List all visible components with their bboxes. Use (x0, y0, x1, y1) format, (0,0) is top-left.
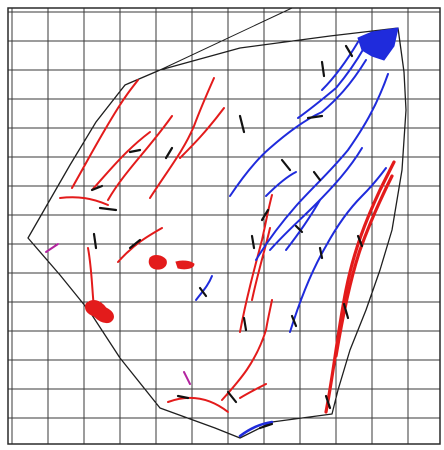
tick-mark (242, 316, 248, 332)
red-trace-thick (334, 174, 394, 358)
tick-mark (250, 234, 256, 250)
blue-traces (195, 27, 399, 438)
red-trace (87, 247, 95, 309)
red-trace-thick (324, 160, 396, 414)
tick-mark (312, 170, 322, 182)
tick-mark (294, 224, 304, 234)
blue-trace (229, 59, 367, 197)
tick-mark (128, 238, 142, 250)
tick-mark (356, 234, 364, 248)
blue-trace (255, 73, 389, 261)
tick-mark (320, 60, 326, 78)
magenta-trace (45, 243, 59, 253)
tick-mark (344, 44, 354, 58)
stray-line (159, 7, 293, 71)
map-frame (7, 7, 441, 445)
blue-trace (285, 199, 321, 251)
tick-mark (342, 302, 350, 320)
tick-mark (226, 390, 238, 404)
red-trace (91, 131, 151, 191)
red-trace (59, 196, 109, 206)
magenta-traces (45, 243, 191, 385)
red-trace (149, 77, 215, 199)
blue-trace (265, 171, 297, 197)
tick-mark (260, 208, 270, 222)
tick-mark (318, 246, 324, 260)
blue-trace (195, 275, 213, 301)
red-trace (239, 383, 267, 399)
red-blob (85, 300, 114, 323)
blue-trace (269, 147, 363, 251)
tick-mark (280, 158, 292, 172)
area-outline (27, 27, 407, 439)
red-trace (179, 107, 225, 159)
blue-trace (297, 47, 365, 119)
tick-mark (290, 314, 298, 328)
grid-lines (8, 8, 440, 444)
tick-mark (92, 232, 98, 250)
blue-trace (289, 167, 387, 333)
tick-mark (306, 114, 324, 120)
tick-mark (324, 394, 332, 410)
blue-blob (357, 27, 399, 61)
tick-marks (90, 44, 364, 430)
stray-line (95, 84, 126, 123)
red-trace (117, 227, 163, 263)
tick-mark (198, 286, 208, 298)
red-trace (107, 115, 173, 201)
blue-trace-thick (238, 420, 274, 438)
red-trace (167, 396, 229, 413)
red-trace (221, 299, 273, 401)
red-trace (251, 227, 271, 301)
red-trace (239, 194, 273, 333)
magenta-trace (183, 371, 191, 385)
red-trace (71, 79, 139, 189)
tick-mark (90, 184, 104, 192)
tick-mark (258, 422, 274, 430)
tick-mark (98, 206, 118, 212)
red-blob (148, 255, 167, 270)
tick-mark (164, 146, 174, 160)
tick-mark (238, 114, 246, 134)
blue-trace (321, 41, 359, 91)
tick-mark (176, 394, 190, 400)
red-traces (59, 77, 396, 414)
tick-mark (128, 148, 142, 154)
red-blob (175, 260, 195, 270)
